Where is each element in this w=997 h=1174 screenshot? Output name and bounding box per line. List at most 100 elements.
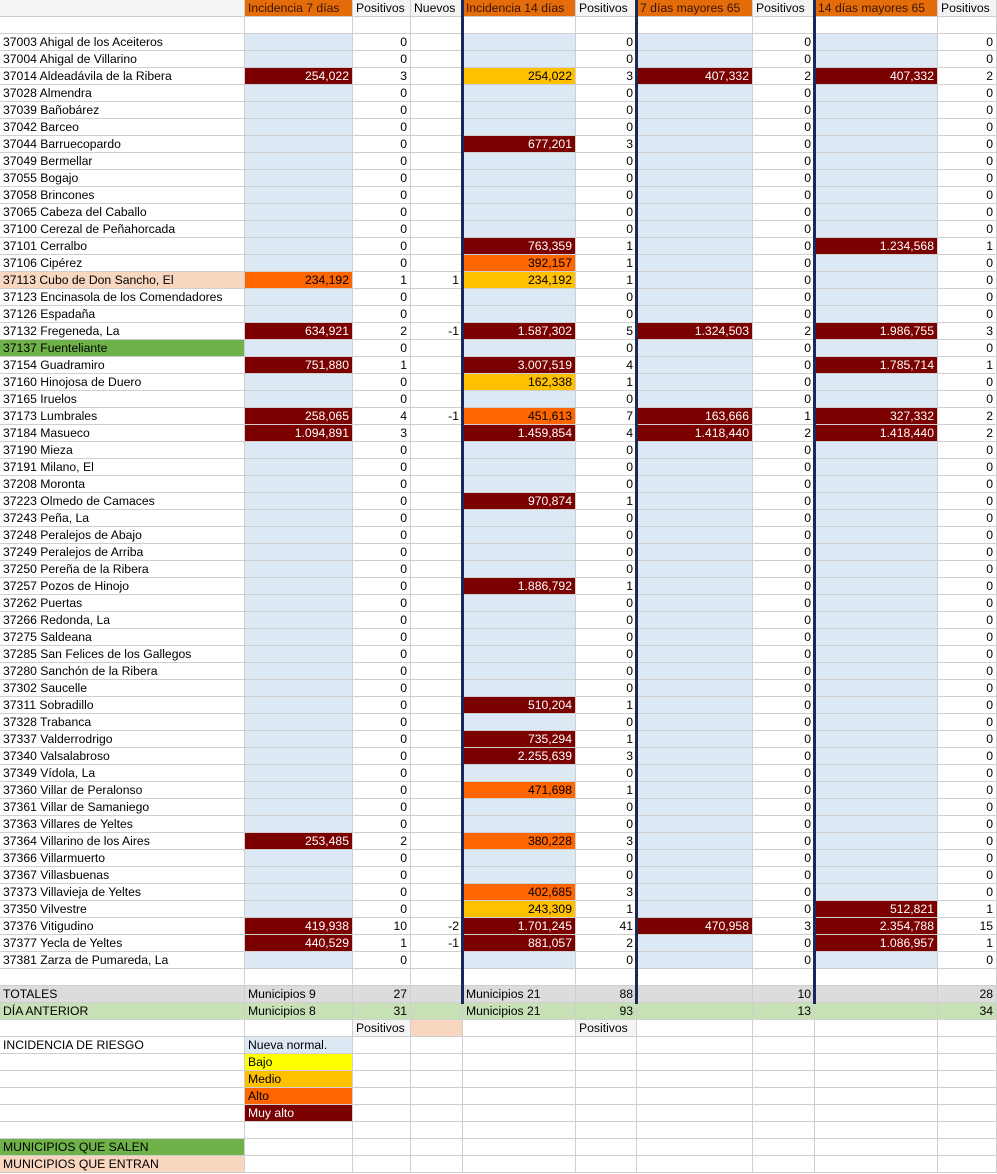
positivos-14-value[interactable]: 4 bbox=[576, 425, 637, 442]
sub-positivos-7[interactable]: Positivos bbox=[353, 1020, 411, 1037]
incidencia-7-value[interactable] bbox=[245, 510, 353, 527]
positivos-7-value[interactable]: 0 bbox=[353, 629, 411, 646]
positivos-14-value[interactable]: 0 bbox=[576, 85, 637, 102]
positivos-m7-value[interactable]: 0 bbox=[753, 833, 815, 850]
municipio-name[interactable]: 37311 Sobradillo bbox=[0, 697, 245, 714]
blank-cell[interactable] bbox=[411, 1054, 463, 1071]
positivos-m7-value[interactable]: 0 bbox=[753, 442, 815, 459]
positivos-m14-value[interactable]: 0 bbox=[938, 952, 997, 969]
mayores65-14-value[interactable] bbox=[815, 544, 938, 561]
blank-cell[interactable] bbox=[815, 1054, 938, 1071]
mayores65-14-value[interactable]: 1.086,957 bbox=[815, 935, 938, 952]
mayores65-14-value[interactable] bbox=[815, 204, 938, 221]
mayores65-14-value[interactable] bbox=[815, 629, 938, 646]
legend-item[interactable]: Medio bbox=[245, 1071, 353, 1088]
mayores65-7-value[interactable] bbox=[637, 799, 753, 816]
nuevos-value[interactable] bbox=[411, 136, 463, 153]
municipio-name[interactable]: 37191 Milano, El bbox=[0, 459, 245, 476]
positivos-14-value[interactable]: 0 bbox=[576, 51, 637, 68]
blank-cell[interactable] bbox=[463, 1122, 576, 1139]
positivos-m7-value[interactable]: 0 bbox=[753, 34, 815, 51]
positivos-14-value[interactable]: 1 bbox=[576, 578, 637, 595]
mayores65-7-value[interactable] bbox=[637, 510, 753, 527]
incidencia-14-value[interactable] bbox=[463, 714, 576, 731]
incidencia-14-value[interactable]: 254,022 bbox=[463, 68, 576, 85]
blank-cell[interactable] bbox=[753, 1020, 815, 1037]
nuevos-value[interactable] bbox=[411, 442, 463, 459]
positivos-m14-value[interactable]: 0 bbox=[938, 306, 997, 323]
incidencia-14-value[interactable] bbox=[463, 612, 576, 629]
incidencia-7-value[interactable] bbox=[245, 714, 353, 731]
mayores65-14-value[interactable] bbox=[815, 765, 938, 782]
municipio-name[interactable]: 37361 Villar de Samaniego bbox=[0, 799, 245, 816]
blank-cell[interactable] bbox=[0, 17, 245, 34]
mayores65-7-value[interactable]: 470,958 bbox=[637, 918, 753, 935]
incidencia-7-value[interactable] bbox=[245, 765, 353, 782]
incidencia-14-value[interactable]: 234,192 bbox=[463, 272, 576, 289]
totales-positivos-14[interactable]: 88 bbox=[576, 986, 637, 1003]
positivos-m14-value[interactable]: 15 bbox=[938, 918, 997, 935]
mayores65-14-value[interactable]: 2.354,788 bbox=[815, 918, 938, 935]
positivos-m14-value[interactable]: 0 bbox=[938, 374, 997, 391]
municipio-name[interactable]: 37337 Valderrodrigo bbox=[0, 731, 245, 748]
positivos-m14-value[interactable]: 0 bbox=[938, 153, 997, 170]
blank-cell[interactable] bbox=[815, 1037, 938, 1054]
positivos-m14-value[interactable]: 0 bbox=[938, 663, 997, 680]
positivos-m7-value[interactable]: 0 bbox=[753, 901, 815, 918]
blank-cell[interactable] bbox=[411, 1156, 463, 1173]
blank-cell[interactable] bbox=[245, 969, 353, 986]
positivos-m14-value[interactable]: 0 bbox=[938, 544, 997, 561]
incidencia-14-value[interactable] bbox=[463, 527, 576, 544]
mayores65-7-value[interactable] bbox=[637, 459, 753, 476]
anterior-municipios-7[interactable]: Municipios 8 bbox=[245, 1003, 353, 1020]
blank-cell[interactable] bbox=[411, 1105, 463, 1122]
positivos-7-value[interactable]: 4 bbox=[353, 408, 411, 425]
municipio-name[interactable]: 37123 Encinasola de los Comendadores bbox=[0, 289, 245, 306]
mayores65-7-value[interactable]: 163,666 bbox=[637, 408, 753, 425]
positivos-m7-value[interactable]: 0 bbox=[753, 255, 815, 272]
blank-cell[interactable] bbox=[576, 17, 637, 34]
positivos-m14-value[interactable]: 0 bbox=[938, 612, 997, 629]
blank-cell[interactable] bbox=[753, 1054, 815, 1071]
nuevos-value[interactable] bbox=[411, 170, 463, 187]
positivos-7-value[interactable]: 0 bbox=[353, 136, 411, 153]
blank-cell[interactable] bbox=[245, 1122, 353, 1139]
blank-cell[interactable] bbox=[815, 1139, 938, 1156]
positivos-7-value[interactable]: 0 bbox=[353, 391, 411, 408]
incidencia-14-value[interactable]: 392,157 bbox=[463, 255, 576, 272]
mayores65-7-value[interactable] bbox=[637, 170, 753, 187]
mayores65-14-value[interactable] bbox=[815, 289, 938, 306]
nuevos-value[interactable] bbox=[411, 680, 463, 697]
positivos-m14-value[interactable]: 0 bbox=[938, 459, 997, 476]
positivos-m14-value[interactable]: 0 bbox=[938, 833, 997, 850]
nuevos-value[interactable] bbox=[411, 663, 463, 680]
nuevos-value[interactable] bbox=[411, 357, 463, 374]
mayores65-7-value[interactable] bbox=[637, 153, 753, 170]
incidencia-14-value[interactable] bbox=[463, 799, 576, 816]
positivos-14-value[interactable]: 0 bbox=[576, 765, 637, 782]
positivos-m14-value[interactable]: 0 bbox=[938, 714, 997, 731]
nuevos-value[interactable] bbox=[411, 85, 463, 102]
incidencia-14-value[interactable] bbox=[463, 34, 576, 51]
blank-cell[interactable] bbox=[938, 1071, 997, 1088]
municipio-name[interactable]: 37249 Peralejos de Arriba bbox=[0, 544, 245, 561]
incidencia-7-value[interactable] bbox=[245, 306, 353, 323]
mayores65-14-value[interactable] bbox=[815, 782, 938, 799]
positivos-m7-value[interactable]: 0 bbox=[753, 850, 815, 867]
municipio-name[interactable]: 37055 Bogajo bbox=[0, 170, 245, 187]
blank-cell[interactable] bbox=[245, 1020, 353, 1037]
mayores65-7-value[interactable] bbox=[637, 782, 753, 799]
positivos-14-value[interactable]: 0 bbox=[576, 663, 637, 680]
mayores65-7-value[interactable] bbox=[637, 221, 753, 238]
incidencia-14-value[interactable] bbox=[463, 476, 576, 493]
incidencia-7-value[interactable] bbox=[245, 782, 353, 799]
positivos-14-value[interactable]: 0 bbox=[576, 442, 637, 459]
positivos-m7-value[interactable]: 0 bbox=[753, 119, 815, 136]
incidencia-7-value[interactable] bbox=[245, 153, 353, 170]
municipio-name[interactable]: 37257 Pozos de Hinojo bbox=[0, 578, 245, 595]
positivos-7-value[interactable]: 0 bbox=[353, 782, 411, 799]
positivos-7-value[interactable]: 0 bbox=[353, 153, 411, 170]
nuevos-value[interactable] bbox=[411, 850, 463, 867]
mayores65-7-value[interactable] bbox=[637, 595, 753, 612]
positivos-7-value[interactable]: 0 bbox=[353, 102, 411, 119]
